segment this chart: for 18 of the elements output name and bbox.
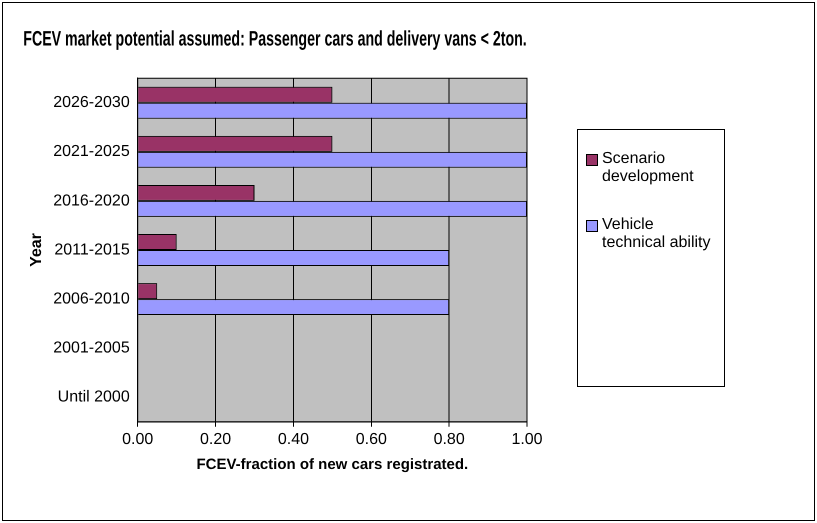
legend-label: Vehicle technical ability <box>602 216 712 252</box>
x-tick-label: 0.40 <box>278 430 310 448</box>
legend-label: Scenario development <box>602 150 695 186</box>
x-tick-label: 0.60 <box>356 430 387 448</box>
x-tick-label: 0.00 <box>122 430 154 448</box>
y-axis-title: Year <box>28 233 46 267</box>
x-tick-label: 0.80 <box>434 430 465 448</box>
x-tick-label: 1.00 <box>511 430 543 448</box>
x-tick-label: 0.20 <box>200 430 232 448</box>
y-tick-label: 2006-2010 <box>53 290 130 308</box>
chart-title: FCEV market potential assumed: Passenger cars and delivery vans < 2ton. <box>23 26 527 50</box>
x-axis-title: FCEV-fraction of new cars registrated. <box>196 456 468 474</box>
y-tick-label: 2011-2015 <box>54 241 130 258</box>
y-tick-label: 2001-2005 <box>53 340 130 357</box>
y-tick-label: Until 2000 <box>58 388 130 406</box>
y-tick-label: 2016-2020 <box>53 192 130 210</box>
y-tick-label: 2021-2025 <box>53 143 130 160</box>
y-tick-label: 2026-2030 <box>53 94 130 112</box>
